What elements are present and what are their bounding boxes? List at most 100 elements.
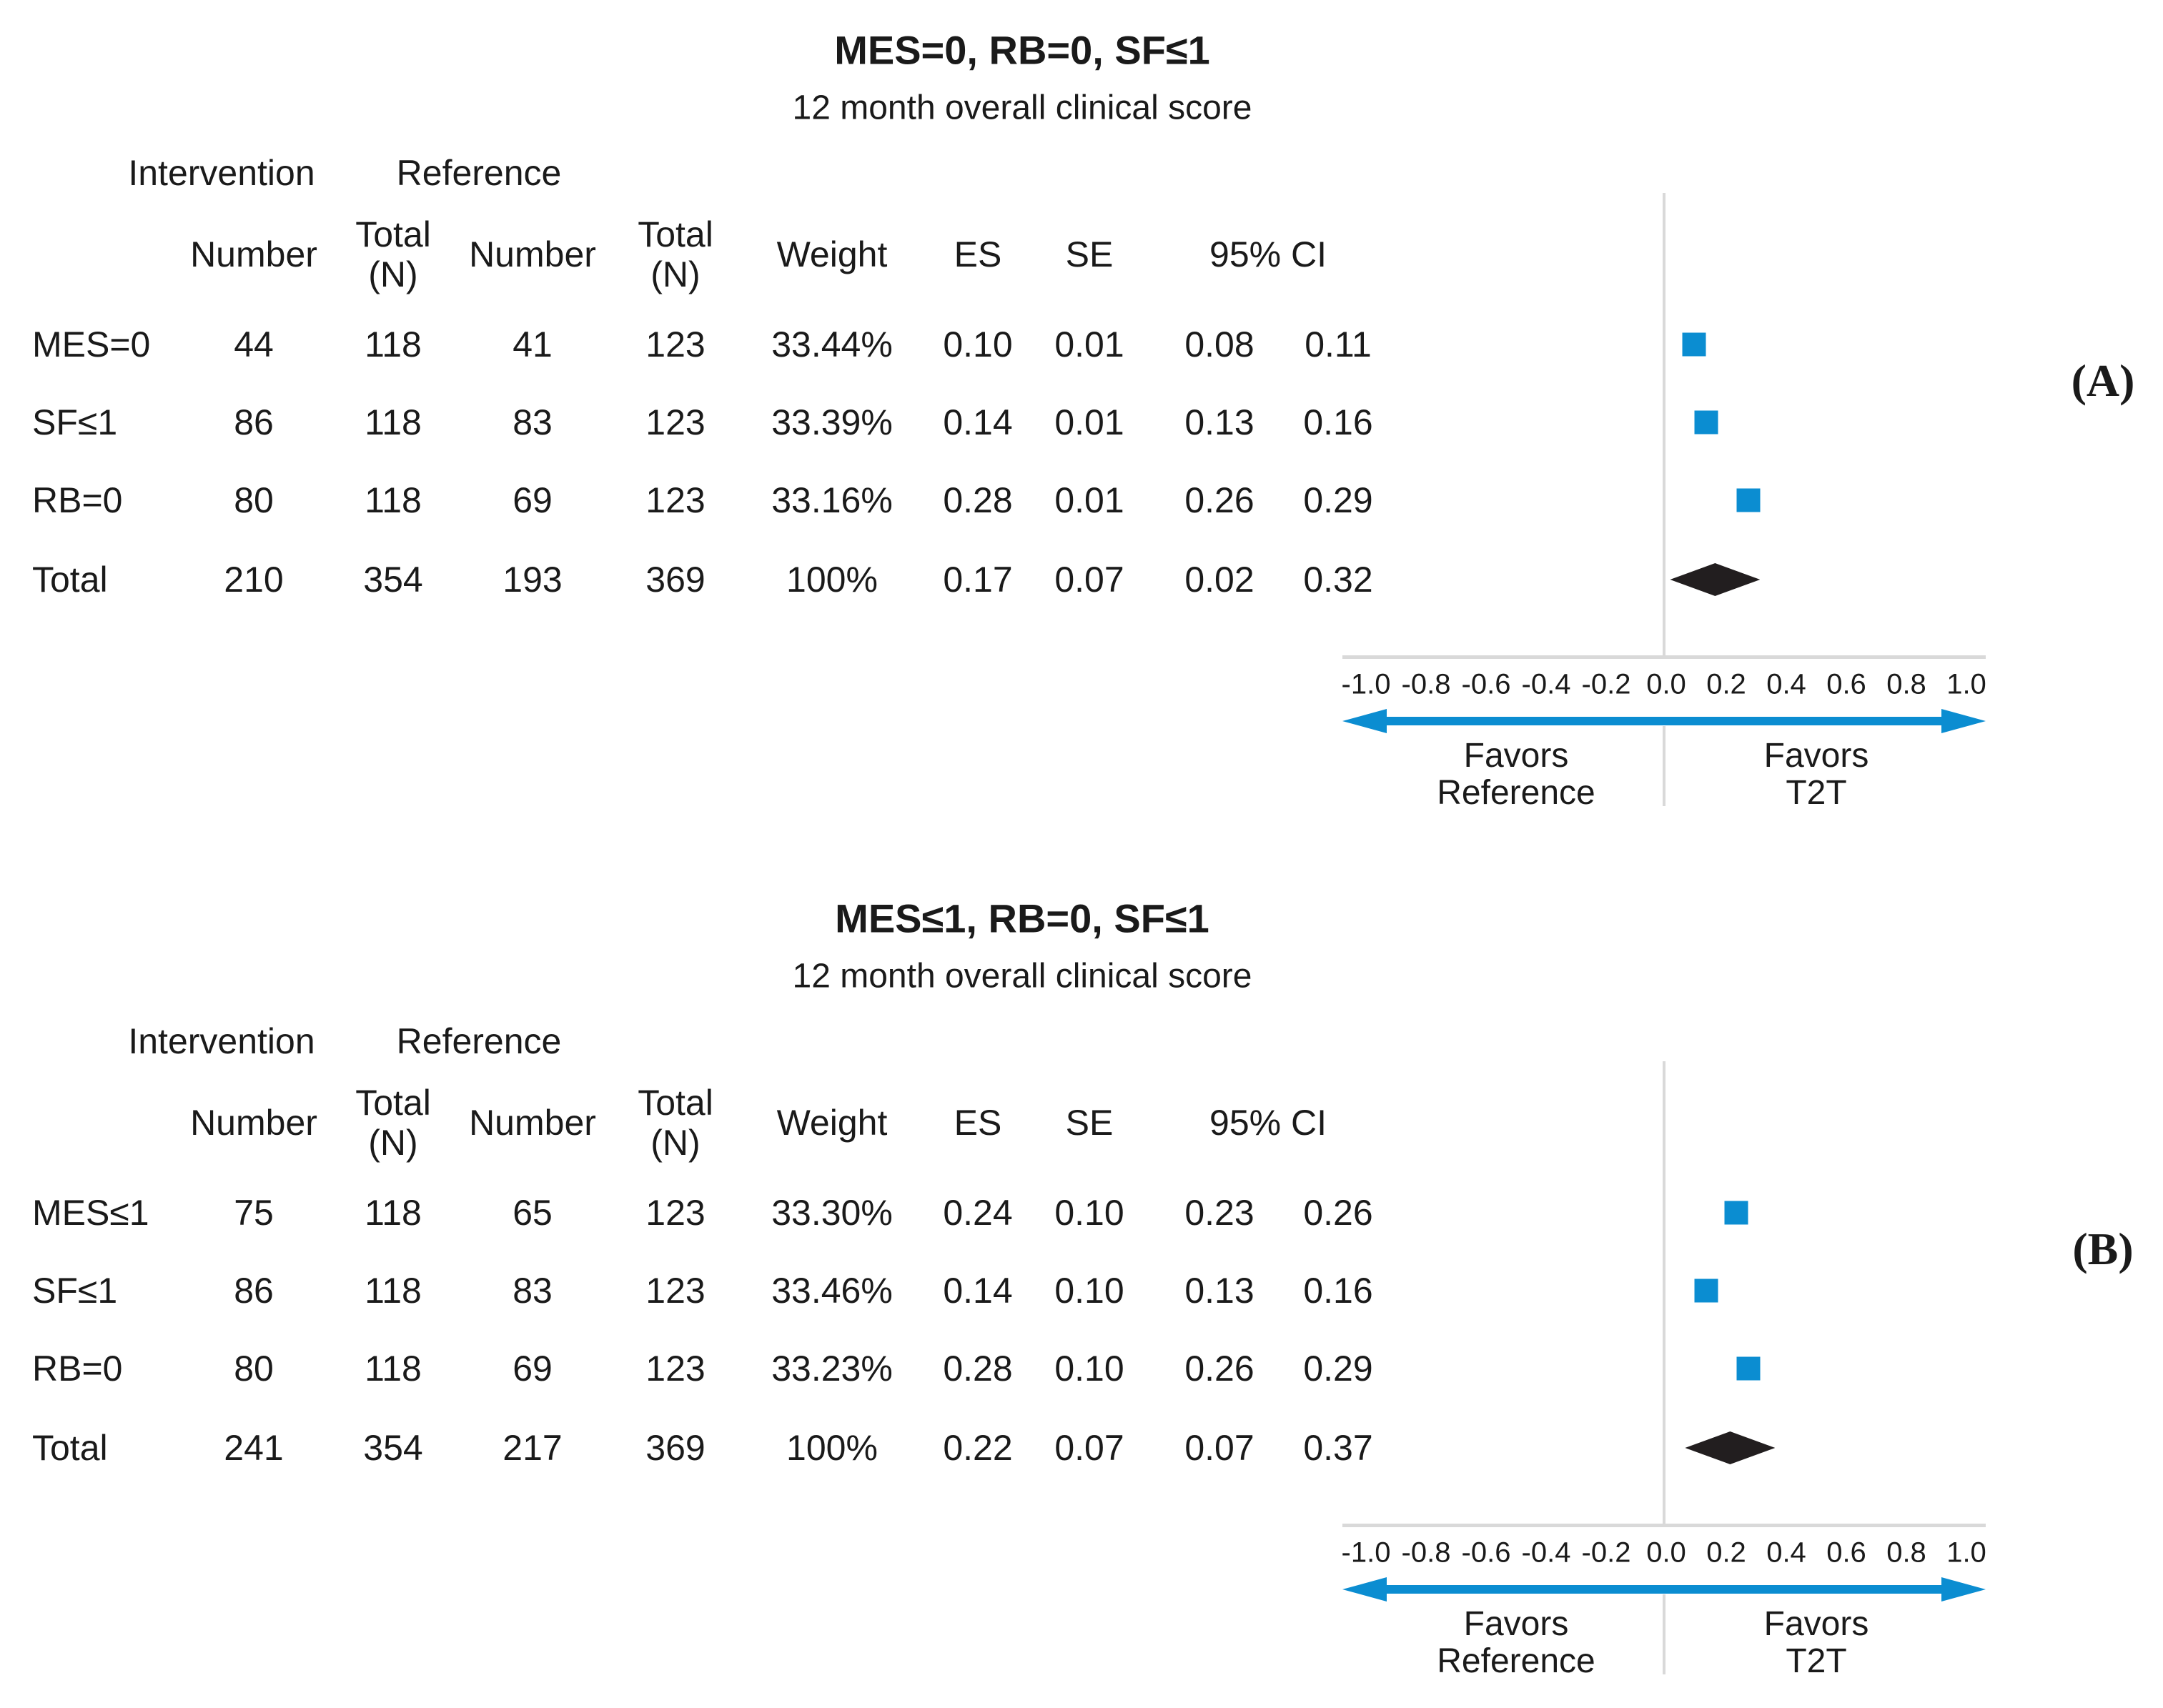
axis-tick-label: -0.6: [1461, 668, 1511, 700]
table-cell-ref_number: 83: [513, 402, 553, 442]
row-label: RB=0: [32, 1349, 123, 1389]
favors-t2t-label: Favors T2T: [1764, 738, 1869, 812]
table-cell-se: 0.10: [1054, 1271, 1124, 1311]
table-cell-es: 0.22: [943, 1428, 1013, 1468]
table-cell-weight: 100%: [786, 560, 878, 600]
table-cell-ci_high: 0.32: [1303, 560, 1373, 600]
column-group-reference: Reference: [396, 153, 562, 193]
table-cell-weight: 33.46%: [771, 1271, 893, 1311]
table-cell-weight: 100%: [786, 1428, 878, 1468]
table-cell-es: 0.24: [943, 1193, 1013, 1233]
table-cell-es: 0.14: [943, 1271, 1013, 1311]
table-cell-ref_total: 123: [645, 402, 706, 442]
column-header-ci: 95% CI: [1209, 1103, 1327, 1143]
table-cell-int_total: 118: [365, 480, 422, 520]
axis-tick-label: -0.8: [1401, 668, 1451, 700]
table-cell-ci_high: 0.26: [1303, 1193, 1373, 1233]
table-cell-int_total: 118: [365, 1193, 422, 1233]
axis-line: [1342, 655, 1986, 659]
table-cell-ci_high: 0.16: [1303, 402, 1373, 442]
column-header-se: SE: [1065, 1103, 1114, 1143]
table-cell-se: 0.01: [1054, 480, 1124, 520]
column-group-intervention: Intervention: [128, 1021, 315, 1061]
column-header-number-intervention: Number: [190, 234, 317, 274]
axis-tick-label: 1.0: [1946, 1536, 1986, 1569]
favors-label-line: T2T: [1786, 774, 1847, 812]
axis-tick-label: 0.8: [1886, 668, 1926, 700]
table-cell-ci_high: 0.29: [1303, 1349, 1373, 1389]
axis-line: [1342, 1524, 1986, 1527]
effect-size-square: [1682, 332, 1706, 357]
table-cell-ci_low: 0.08: [1184, 324, 1254, 364]
column-header-total-intervention: Total (N): [355, 214, 431, 294]
effect-size-square: [1694, 410, 1718, 435]
table-cell-es: 0.28: [943, 480, 1013, 520]
table-cell-ref_number: 41: [513, 324, 553, 364]
effect-size-square: [1724, 1201, 1748, 1225]
table-cell-se: 0.07: [1054, 1428, 1124, 1468]
table-cell-int_total: 118: [365, 324, 422, 364]
row-label: SF≤1: [32, 1271, 118, 1311]
favors-reference-label: Favors Reference: [1437, 738, 1595, 812]
favors-label-line: Reference: [1437, 774, 1595, 812]
favors-label-line: Reference: [1437, 1642, 1595, 1680]
column-header-es: ES: [954, 1103, 1002, 1143]
axis-tick-label: 0.4: [1766, 668, 1806, 700]
row-label: MES≤1: [32, 1193, 149, 1233]
table-cell-ci_low: 0.23: [1184, 1193, 1254, 1233]
axis-tick-label: 0.0: [1646, 1536, 1686, 1569]
effect-size-square: [1736, 488, 1761, 512]
column-header-number-reference: Number: [469, 1103, 596, 1143]
axis-arrow-left-head: [1342, 709, 1387, 733]
axis-tick-label: 0.4: [1766, 1536, 1806, 1569]
column-header-ci: 95% CI: [1209, 234, 1327, 274]
favors-t2t-label: Favors T2T: [1764, 1606, 1869, 1680]
panel-letter: (A): [2071, 355, 2135, 406]
column-group-intervention: Intervention: [128, 153, 315, 193]
table-cell-ci_low: 0.26: [1184, 1349, 1254, 1389]
table-cell-ref_total: 123: [645, 324, 706, 364]
column-header-weight: Weight: [776, 1103, 888, 1143]
table-cell-int_number: 44: [234, 324, 274, 364]
table-cell-ref_total: 123: [645, 480, 706, 520]
effect-size-square: [1736, 1356, 1761, 1381]
zero-reference-line: [1663, 193, 1665, 657]
axis-tick-label: -1.0: [1341, 1536, 1391, 1569]
axis-tick-label: -0.8: [1401, 1536, 1451, 1569]
table-cell-int_number: 241: [224, 1428, 284, 1468]
table-cell-se: 0.10: [1054, 1349, 1124, 1389]
panel-title: MES=0, RB=0, SF≤1: [834, 27, 1210, 73]
row-label: Total: [32, 1428, 108, 1468]
table-cell-ref_number: 69: [513, 1349, 553, 1389]
axis-tick-label: -1.0: [1341, 668, 1391, 700]
zero-reference-line-lower: [1663, 1594, 1665, 1674]
axis-tick-label: 0.8: [1886, 1536, 1926, 1569]
table-cell-ref_total: 123: [645, 1349, 706, 1389]
column-header-es: ES: [954, 234, 1002, 274]
column-group-reference: Reference: [396, 1021, 562, 1061]
table-cell-se: 0.10: [1054, 1193, 1124, 1233]
table-cell-ref_total: 369: [645, 560, 706, 600]
table-cell-ref_number: 193: [503, 560, 563, 600]
table-cell-es: 0.28: [943, 1349, 1013, 1389]
column-header-total-reference: Total (N): [638, 214, 713, 294]
column-header-total-reference: Total (N): [638, 1083, 713, 1163]
table-cell-ref_number: 217: [503, 1428, 563, 1468]
table-cell-weight: 33.30%: [771, 1193, 893, 1233]
axis-tick-label: -0.6: [1461, 1536, 1511, 1569]
summary-diamond: [1685, 1431, 1776, 1464]
favors-label-line: Favors: [1463, 1605, 1569, 1643]
table-cell-ref_number: 83: [513, 1271, 553, 1311]
axis-arrow-shaft: [1380, 1585, 1951, 1594]
zero-reference-line-lower: [1663, 726, 1665, 806]
table-cell-se: 0.07: [1054, 560, 1124, 600]
favors-label-line: Favors: [1463, 737, 1569, 775]
table-cell-int_total: 118: [365, 1349, 422, 1389]
axis-tick-label: 0.2: [1706, 668, 1746, 700]
table-cell-ref_total: 123: [645, 1193, 706, 1233]
table-cell-weight: 33.16%: [771, 480, 893, 520]
axis-tick-label: -0.2: [1581, 1536, 1631, 1569]
axis-tick-label: -0.4: [1521, 1536, 1571, 1569]
table-cell-int_number: 86: [234, 1271, 274, 1311]
